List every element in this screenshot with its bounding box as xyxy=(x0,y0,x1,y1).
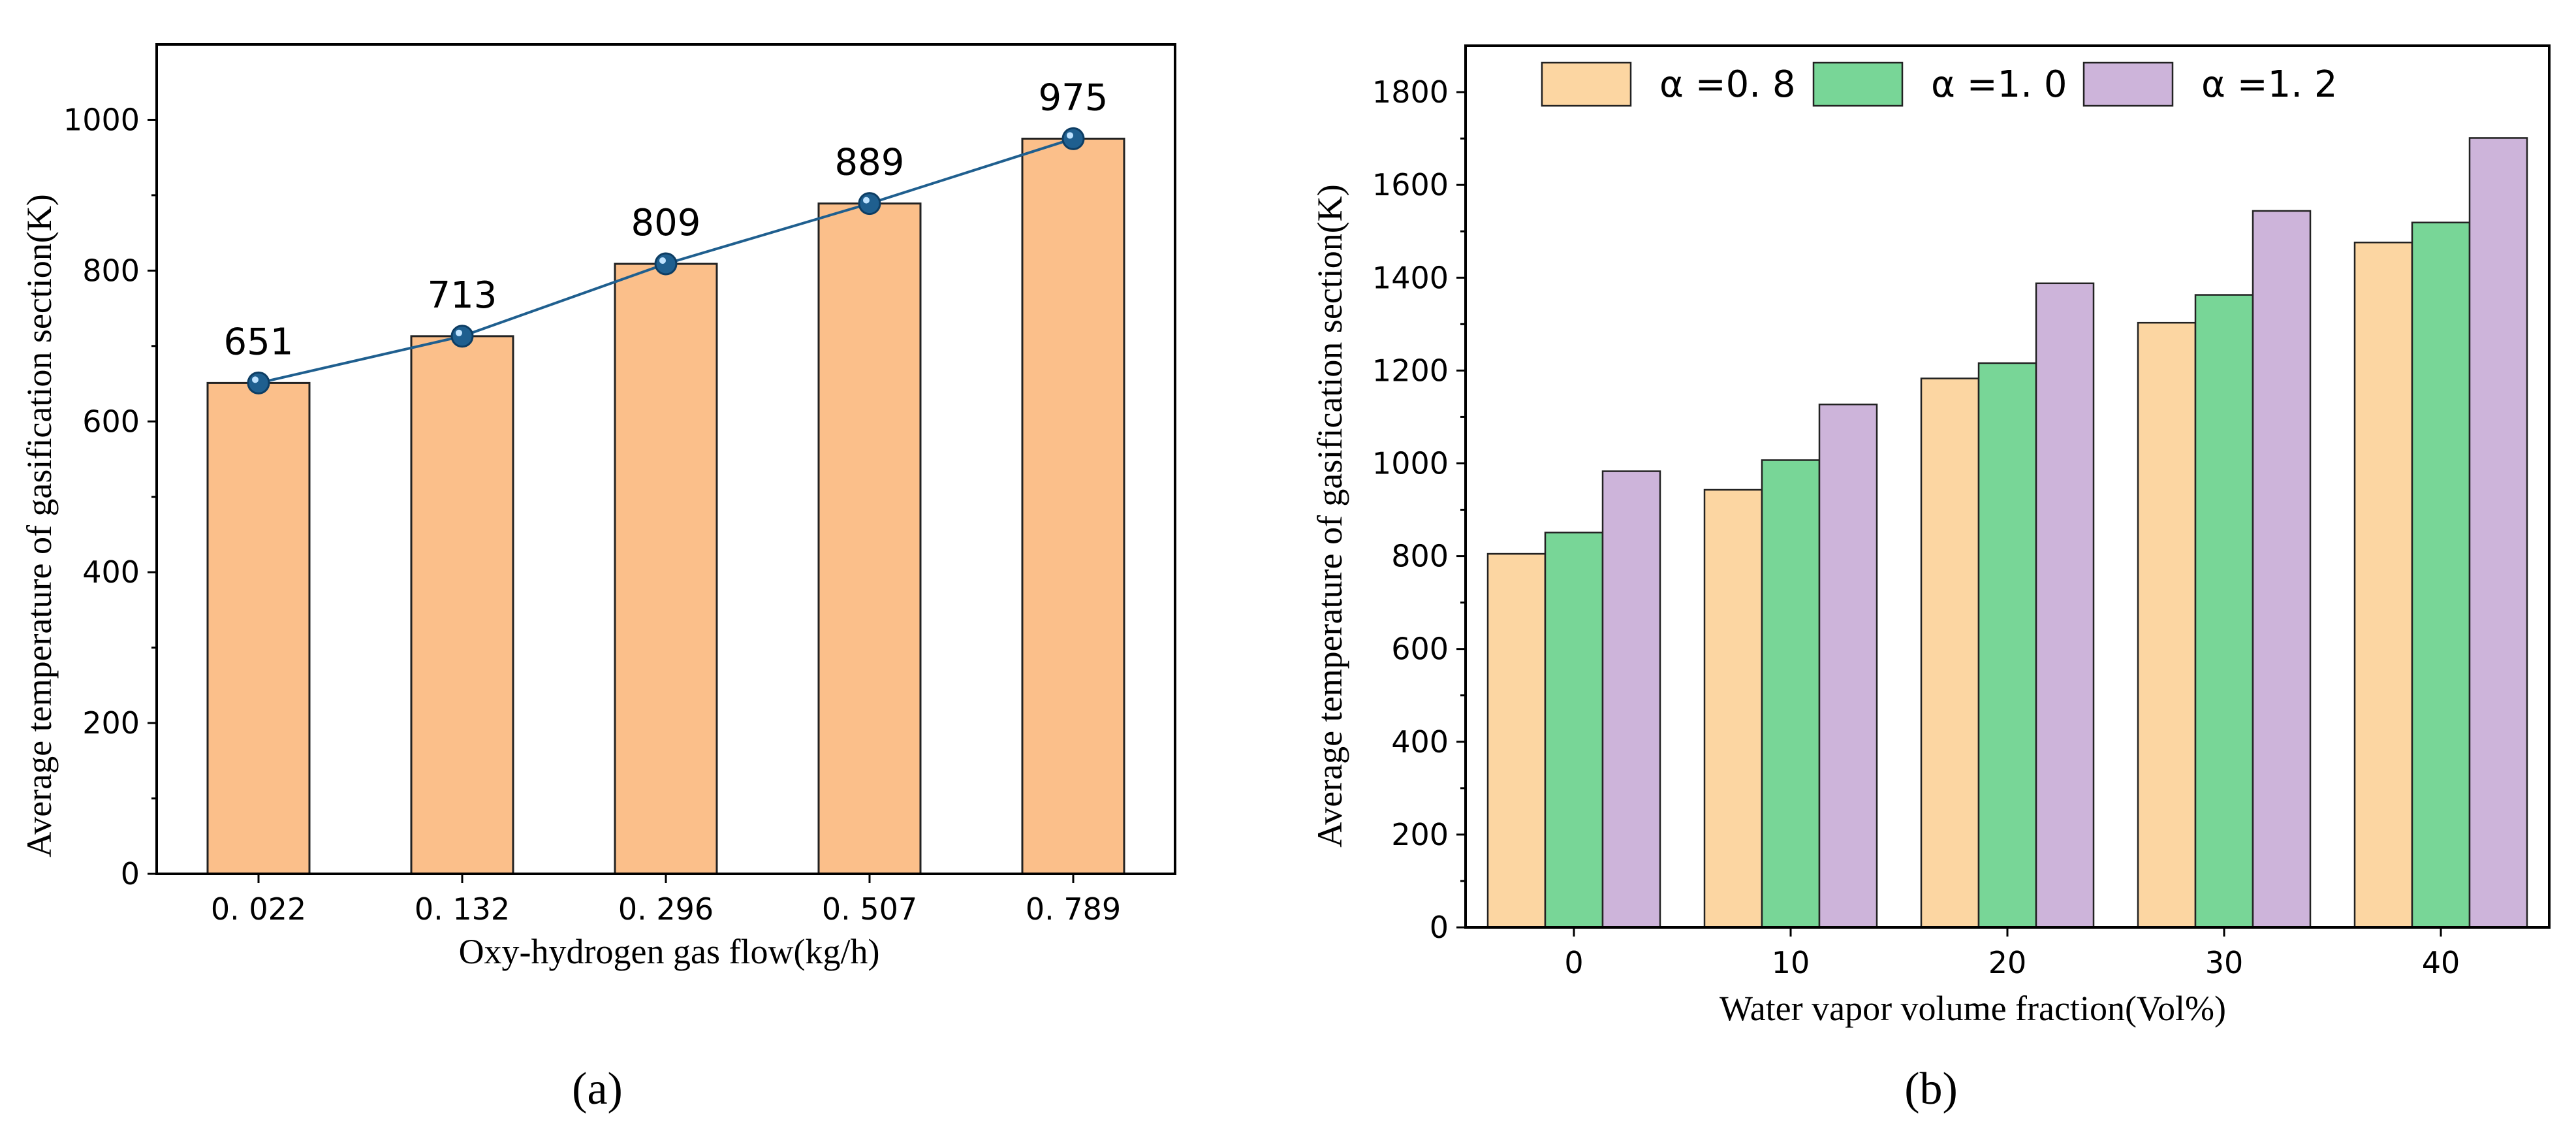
chart-a-xtick-label: 0. 789 xyxy=(1026,891,1121,927)
chart-b-ylabel: Average temperature of gasification sect… xyxy=(1310,184,1349,848)
chart-a-point-highlight xyxy=(659,257,666,264)
chart-b-ytick-label: 1200 xyxy=(1372,353,1449,388)
chart-a-data-label: 713 xyxy=(428,274,497,317)
chart-b-ytick-label: 400 xyxy=(1391,724,1449,760)
chart-b-bar xyxy=(1977,362,2037,929)
chart-a-bar xyxy=(1021,137,1125,875)
chart-a-point xyxy=(450,325,474,348)
chart-a-xtick-label: 0. 022 xyxy=(211,891,306,927)
chart-a-xtick-label: 0. 507 xyxy=(822,891,917,927)
chart-a-bar xyxy=(614,263,718,875)
chart-b-bar xyxy=(1920,377,1980,929)
chart-b: 0 200 400 600 800 1000 1200 1400 1600 1800 0 10 20 30… xyxy=(1310,44,2551,1114)
chart-b-legend-swatch xyxy=(1812,61,1904,107)
chart-b-bar xyxy=(2411,221,2471,929)
chart-b-bar xyxy=(1818,403,1878,929)
chart-a-point xyxy=(247,371,270,394)
chart-a-ytick-label: 200 xyxy=(82,705,140,741)
chart-b-bar xyxy=(1601,470,1661,929)
chart-a-point xyxy=(654,252,678,276)
chart-a: 651 713 809 889 975 0 200 400 600 800 1000 0. 022 0… xyxy=(20,43,1176,1114)
chart-a-xtick-label: 0. 132 xyxy=(415,891,510,927)
chart-b-bar xyxy=(1703,489,1763,929)
chart-a-ylabel: Average temperature of gasification sect… xyxy=(20,194,59,858)
chart-b-bar xyxy=(1544,532,1604,929)
chart-a-ytick-label: 800 xyxy=(82,253,140,288)
chart-a-xlabel: Oxy-hydrogen gas flow(kg/h) xyxy=(459,932,880,971)
chart-a-point xyxy=(858,192,881,216)
chart-b-bar xyxy=(2035,282,2095,929)
chart-b-ytick-label: 1600 xyxy=(1372,167,1449,202)
chart-b-xtick-label: 10 xyxy=(1772,945,1810,980)
chart-b-legend-label: α =1. 2 xyxy=(2201,63,2338,106)
chart-a-data-label: 809 xyxy=(631,202,701,244)
chart-b-xtick-label: 30 xyxy=(2205,945,2244,980)
chart-a-point-highlight xyxy=(863,197,870,204)
chart-b-ytick-label: 1800 xyxy=(1372,74,1449,110)
chart-b-legend-label: α =1. 0 xyxy=(1931,63,2067,106)
chart-a-ytick-label: 0 xyxy=(121,856,140,891)
chart-b-legend-swatch xyxy=(2082,61,2174,107)
chart-b-bar xyxy=(2353,242,2413,929)
chart-a-point xyxy=(1061,127,1085,150)
chart-b-bar xyxy=(2468,137,2528,929)
chart-a-bar xyxy=(206,381,311,875)
chart-b-xtick-label: 20 xyxy=(1988,945,2027,980)
chart-b-bar xyxy=(2252,210,2312,929)
chart-a-panel-label: (a) xyxy=(572,1064,623,1114)
chart-a-bar xyxy=(817,202,922,875)
chart-b-bar xyxy=(1761,459,1821,929)
chart-a-ytick-label: 400 xyxy=(82,554,140,590)
chart-b-panel-label: (b) xyxy=(1904,1064,1958,1114)
chart-a-ytick-label: 1000 xyxy=(63,102,140,137)
chart-b-bar xyxy=(1486,553,1547,929)
chart-a-point-highlight xyxy=(1067,132,1073,139)
chart-b-ytick-label: 800 xyxy=(1391,539,1449,574)
chart-b-legend: α =0. 8 α =1. 0 α =1. 2 xyxy=(1541,61,2338,107)
chart-b-legend-swatch xyxy=(1541,61,1632,107)
chart-b-xlabel: Water vapor volume fraction(Vol%) xyxy=(1720,989,2226,1028)
chart-b-bar xyxy=(2194,294,2254,929)
chart-b-legend-label: α =0. 8 xyxy=(1659,63,1796,106)
chart-b-ytick-label: 1000 xyxy=(1372,445,1449,481)
chart-a-point-highlight xyxy=(456,329,462,336)
chart-b-ytick-label: 1400 xyxy=(1372,260,1449,295)
chart-a-data-label: 975 xyxy=(1039,76,1108,119)
chart-b-xtick-label: 40 xyxy=(2422,945,2460,980)
chart-a-point-highlight xyxy=(252,376,259,383)
chart-b-bar xyxy=(2137,321,2197,929)
chart-a-data-label: 651 xyxy=(224,321,294,363)
chart-a-bar xyxy=(410,335,514,875)
chart-b-ytick-label: 200 xyxy=(1391,817,1449,852)
chart-a-xtick-label: 0. 296 xyxy=(618,891,714,927)
chart-a-data-label: 889 xyxy=(835,142,905,184)
chart-b-ytick-label: 0 xyxy=(1430,910,1449,945)
chart-b-ytick-label: 600 xyxy=(1391,632,1449,667)
chart-b-xtick-label: 0 xyxy=(1564,945,1583,980)
chart-a-ytick-label: 600 xyxy=(82,404,140,439)
